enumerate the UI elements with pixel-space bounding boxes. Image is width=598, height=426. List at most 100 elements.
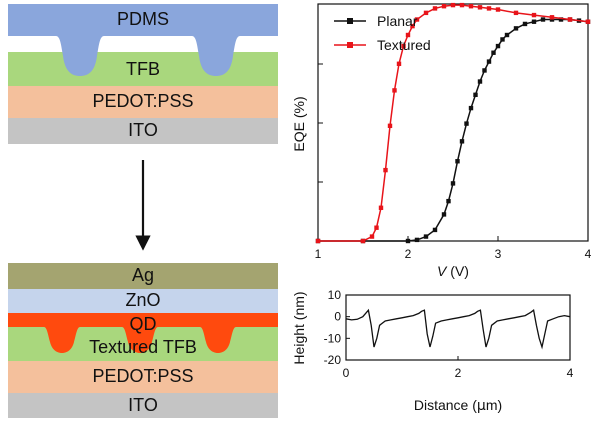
height-x-axis-title: Distance (μm) (414, 397, 502, 414)
legend-marker-planar (347, 18, 353, 24)
eqe-y-ticks (318, 63, 323, 183)
eqe-point (315, 238, 321, 244)
eqe-point (482, 68, 487, 73)
top-label-pedot-pss: PEDOT:PSS (92, 91, 193, 111)
eqe-y-axis-title: EQE (%) (291, 96, 307, 151)
top-device-stack: PDMS TFB PEDOT:PSS ITO (8, 4, 278, 144)
eqe-point (531, 19, 537, 24)
top-label-pdms: PDMS (117, 9, 169, 29)
eqe-point (423, 234, 429, 239)
eqe-point (500, 37, 505, 42)
eqe-point (405, 32, 411, 38)
eqe-point (441, 212, 447, 217)
legend-marker-textured (347, 42, 353, 48)
bottom-label-zno: ZnO (125, 290, 160, 310)
eqe-point (540, 17, 546, 22)
eqe-point (495, 43, 501, 49)
height-y-tick-label: -10 (324, 331, 342, 345)
eqe-x-tick-label: 3 (495, 247, 502, 261)
eqe-point (468, 105, 474, 111)
eqe-point (450, 181, 456, 186)
eqe-point (486, 59, 492, 64)
eqe-point (531, 12, 537, 18)
height-chart: 10 0 -10 -20 0 2 4 Height (nm) Distance (μm) (291, 288, 574, 414)
eqe-point (558, 17, 564, 22)
eqe-point (504, 32, 510, 38)
bottom-label-ito: ITO (128, 395, 158, 415)
height-x-tick-label: 4 (567, 366, 574, 380)
eqe-x-axis-unit: (V) (446, 263, 469, 279)
height-y-tick-label: 10 (328, 288, 342, 302)
eqe-point (468, 4, 474, 9)
eqe-point (414, 237, 420, 243)
eqe-x-ticks: 1 2 3 4 (315, 236, 592, 261)
eqe-chart: 1 2 3 4 EQE (%) V (V) Planar Textured (291, 2, 592, 279)
top-layer-tfb (8, 52, 278, 86)
bottom-label-textured-tfb: Textured TFB (89, 337, 197, 357)
height-y-tick-label: 0 (334, 310, 341, 324)
bottom-label-ag: Ag (132, 265, 154, 285)
eqe-point (383, 167, 388, 173)
eqe-x-tick-label: 2 (405, 247, 412, 261)
bottom-layer-qd (8, 313, 278, 353)
eqe-point (477, 79, 483, 84)
legend-label-planar: Planar (377, 13, 418, 29)
height-y-axis-title: Height (nm) (291, 291, 307, 364)
eqe-point (513, 10, 519, 16)
eqe-plot-frame (317, 3, 589, 242)
top-label-ito: ITO (128, 120, 158, 140)
eqe-point (432, 6, 438, 11)
height-x-tick-label: 0 (343, 366, 350, 380)
top-layer-pedot-pss (8, 86, 278, 118)
height-y-ticks: 10 0 -10 -20 (324, 288, 350, 367)
eqe-point (369, 234, 375, 239)
eqe-point (387, 123, 393, 129)
height-x-tick-label: 2 (455, 366, 462, 380)
eqe-point (459, 139, 465, 144)
eqe-point (567, 17, 573, 22)
eqe-point (396, 61, 402, 67)
height-x-axis-mu: μ (477, 398, 486, 414)
eqe-x-axis-title: V (V) (437, 263, 469, 279)
height-y-tick-label: -20 (324, 353, 342, 367)
bottom-layer-ito (8, 393, 278, 418)
eqe-point (446, 198, 451, 204)
eqe-point (374, 225, 379, 230)
height-series-group (345, 308, 571, 350)
eqe-point (423, 10, 429, 16)
eqe-point (522, 21, 528, 27)
eqe-x-tick-label: 1 (315, 247, 322, 261)
eqe-legend: Planar Textured (334, 13, 431, 53)
eqe-point (464, 121, 469, 126)
eqe-series-group (315, 2, 591, 244)
eqe-point (491, 50, 496, 55)
eqe-point (401, 43, 406, 49)
eqe-point (495, 7, 501, 12)
eqe-point (432, 227, 438, 233)
eqe-point (378, 205, 384, 210)
height-x-axis-pre: Distance ( (414, 397, 477, 413)
bottom-layer-pedot-pss (8, 361, 278, 393)
top-layer-pdms (8, 4, 278, 76)
bottom-layer-ag (8, 263, 278, 289)
eqe-x-tick-label: 4 (585, 247, 592, 261)
eqe-point (414, 17, 420, 22)
eqe-point (473, 92, 478, 98)
top-layer-ito (8, 118, 278, 144)
bottom-layer-zno (8, 289, 278, 313)
eqe-point (513, 26, 519, 31)
eqe-point (441, 4, 447, 9)
eqe-point (360, 238, 366, 244)
eqe-x-axis-var: V (437, 263, 448, 279)
eqe-series-line-0 (318, 18, 589, 242)
eqe-point (392, 88, 397, 93)
bottom-label-pedot-pss: PEDOT:PSS (92, 366, 193, 386)
bottom-device-stack: Ag ZnO QD Textured TFB PEDOT:PSS ITO (8, 263, 278, 418)
eqe-series-line-1 (318, 4, 589, 242)
eqe-point (459, 2, 465, 8)
eqe-point (477, 5, 483, 10)
eqe-point (405, 238, 411, 244)
eqe-point (410, 23, 415, 29)
eqe-point (549, 17, 555, 22)
legend-label-textured: Textured (377, 37, 431, 53)
